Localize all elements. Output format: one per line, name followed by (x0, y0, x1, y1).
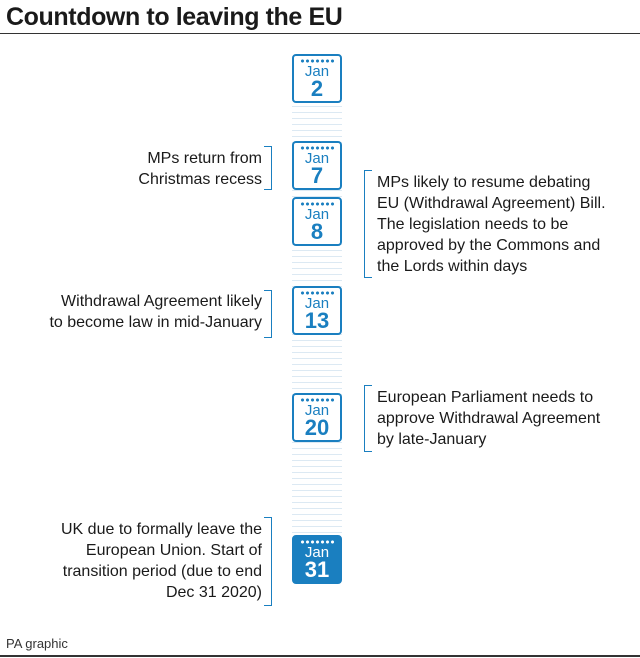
calendar-day: 2 (310, 76, 324, 101)
event-jan-13: Withdrawal Agreement likely to become la… (49, 291, 262, 333)
event-bracket-jan-13 (264, 290, 272, 338)
event-line: Christmas recess (138, 171, 262, 188)
event-line: The legislation needs to be (377, 216, 569, 233)
calendar-month: Jan (304, 402, 330, 419)
event-line: EU (Withdrawal Agreement) Bill. (377, 195, 606, 212)
event-line: to become law in mid-January (49, 314, 262, 331)
calendar-month: Jan (304, 206, 330, 223)
event-jan-31: UK due to formally leave the European Un… (61, 519, 262, 603)
event-line: transition period (due to end (62, 563, 262, 580)
event-line: European Parliament needs to (377, 389, 594, 406)
event-line: MPs likely to resume debating (377, 174, 591, 191)
calendar-month: Jan (304, 295, 330, 312)
calendar-day: 8 (310, 219, 324, 244)
calendar-month: Jan (304, 150, 330, 167)
bottom-divider (0, 655, 640, 657)
calendar-rings-icon (300, 201, 334, 207)
calendar-jan-31: Jan 31 (292, 535, 342, 584)
event-line: MPs return from (147, 150, 262, 167)
calendar-jan-7: Jan 7 (292, 141, 342, 190)
calendar-day: 13 (304, 308, 330, 333)
event-line: Dec 31 2020) (165, 584, 262, 601)
event-bracket-jan-20 (364, 385, 372, 452)
event-bracket-jan-8 (364, 170, 372, 278)
event-jan-8: MPs likely to resume debating EU (Withdr… (377, 172, 606, 277)
calendar-jan-8: Jan 8 (292, 197, 342, 246)
event-line: approve Withdrawal Agreement (377, 410, 601, 427)
calendar-jan-2: Jan 2 (292, 54, 342, 103)
calendar-rings-icon (300, 145, 334, 151)
event-jan-7: MPs return from Christmas recess (138, 148, 262, 190)
calendar-day: 20 (304, 415, 330, 440)
event-line: the Lords within days (377, 258, 528, 275)
calendar-jan-20: Jan 20 (292, 393, 342, 442)
event-line: approved by the Commons and (377, 237, 601, 254)
calendar-rings-icon (300, 397, 334, 403)
page-title: Countdown to leaving the EU (6, 3, 343, 31)
calendar-day: 31 (304, 557, 330, 582)
source-credit: PA graphic (6, 636, 68, 651)
calendar-jan-13: Jan 13 (292, 286, 342, 335)
calendar-rings-icon (300, 58, 334, 64)
event-jan-20: European Parliament needs to approve Wit… (377, 387, 600, 450)
calendar-rings-icon (300, 539, 334, 545)
title-divider (0, 33, 640, 34)
calendar-month: Jan (304, 63, 330, 80)
event-bracket-jan-31 (264, 517, 272, 606)
calendar-rings-icon (300, 290, 334, 296)
event-bracket-jan-7 (264, 146, 272, 190)
event-line: UK due to formally leave the (61, 521, 262, 538)
calendar-day: 7 (310, 163, 324, 188)
event-line: Withdrawal Agreement likely (61, 293, 262, 310)
event-line: European Union. Start of (85, 542, 262, 559)
calendar-month: Jan (304, 544, 330, 561)
event-line: by late-January (377, 431, 487, 448)
